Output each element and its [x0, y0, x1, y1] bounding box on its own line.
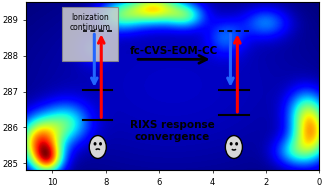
- Text: Ionization
continuum: Ionization continuum: [69, 13, 110, 32]
- Circle shape: [226, 136, 242, 158]
- FancyBboxPatch shape: [62, 7, 118, 61]
- Text: fc-CVS-EOM-CC: fc-CVS-EOM-CC: [130, 46, 218, 57]
- Circle shape: [236, 143, 237, 145]
- Circle shape: [100, 143, 101, 145]
- Text: RIXS response
convergence: RIXS response convergence: [130, 120, 215, 142]
- Circle shape: [230, 143, 232, 145]
- Circle shape: [94, 143, 96, 145]
- Circle shape: [89, 136, 106, 158]
